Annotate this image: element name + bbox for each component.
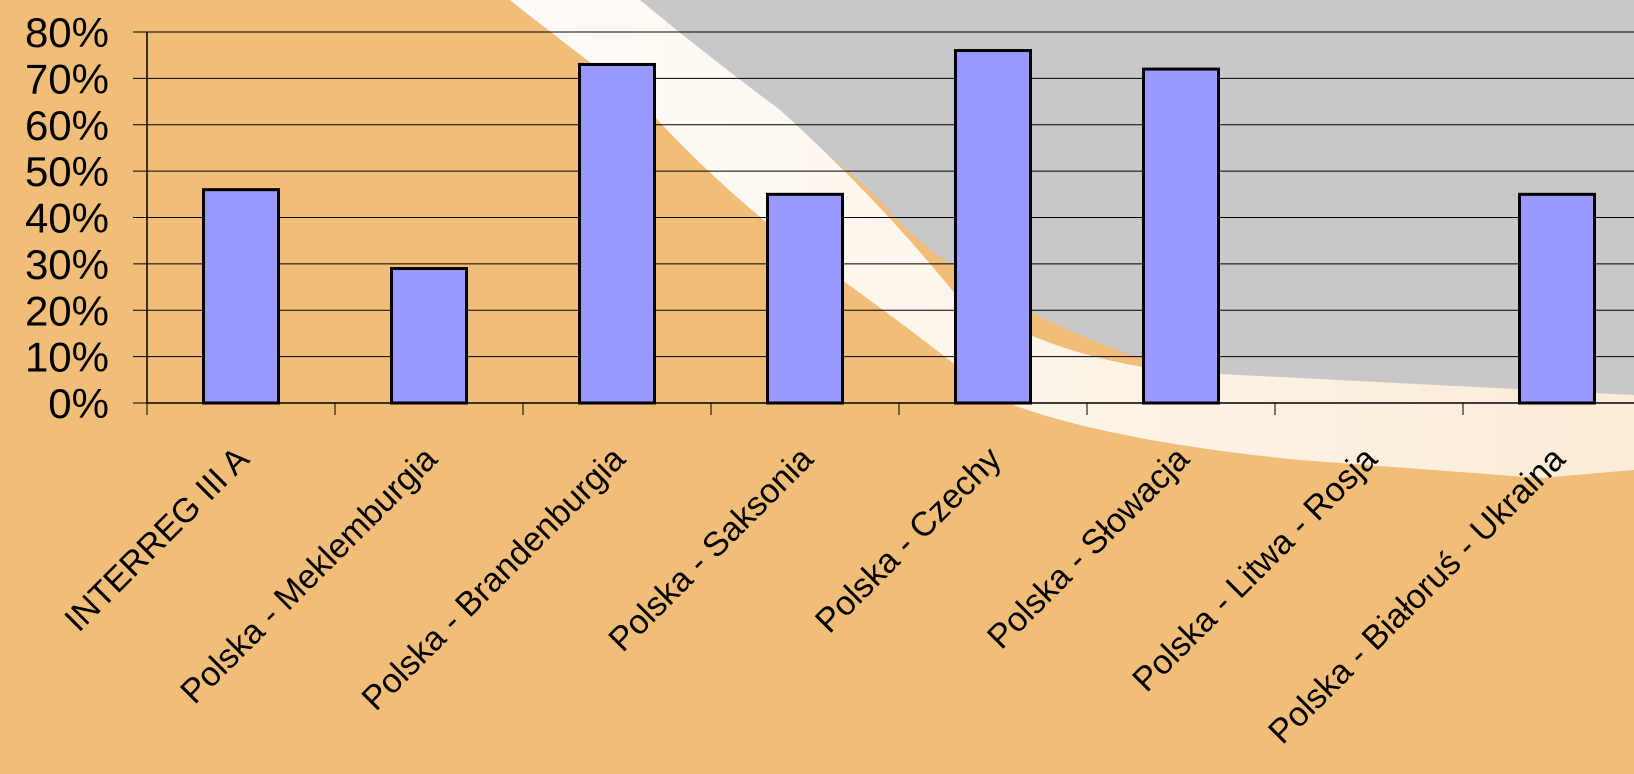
bar <box>766 192 844 405</box>
y-tick-label: 50% <box>25 148 109 195</box>
bar <box>1518 192 1596 405</box>
bar <box>1142 67 1220 405</box>
bar <box>202 188 280 405</box>
x-tick-label: INTERREG III A <box>57 440 256 639</box>
y-tick-label: 0% <box>48 380 109 427</box>
y-tick-label: 60% <box>25 102 109 149</box>
x-tick-label: Polska - Saksonia <box>601 440 820 659</box>
y-tick-label: 20% <box>25 287 109 334</box>
y-tick-label: 30% <box>25 241 109 288</box>
bar <box>954 49 1032 405</box>
y-tick-label: 80% <box>25 9 109 56</box>
y-tick-label: 10% <box>25 334 109 381</box>
bars <box>202 49 1596 405</box>
x-tick-label: Polska - Słowacja <box>980 440 1197 657</box>
bar <box>578 62 656 405</box>
background-gray-region <box>640 0 1634 395</box>
y-tick-label: 40% <box>25 195 109 242</box>
x-tick-label: Polska - Czechy <box>808 440 1009 641</box>
background-white-band <box>510 0 1634 478</box>
x-tick-label: Polska - Białoruś - Ukraina <box>1261 440 1573 752</box>
bar <box>390 267 468 405</box>
y-tick-labels: 0%10%20%30%40%50%60%70%80% <box>25 9 109 427</box>
y-tick-label: 70% <box>25 55 109 102</box>
